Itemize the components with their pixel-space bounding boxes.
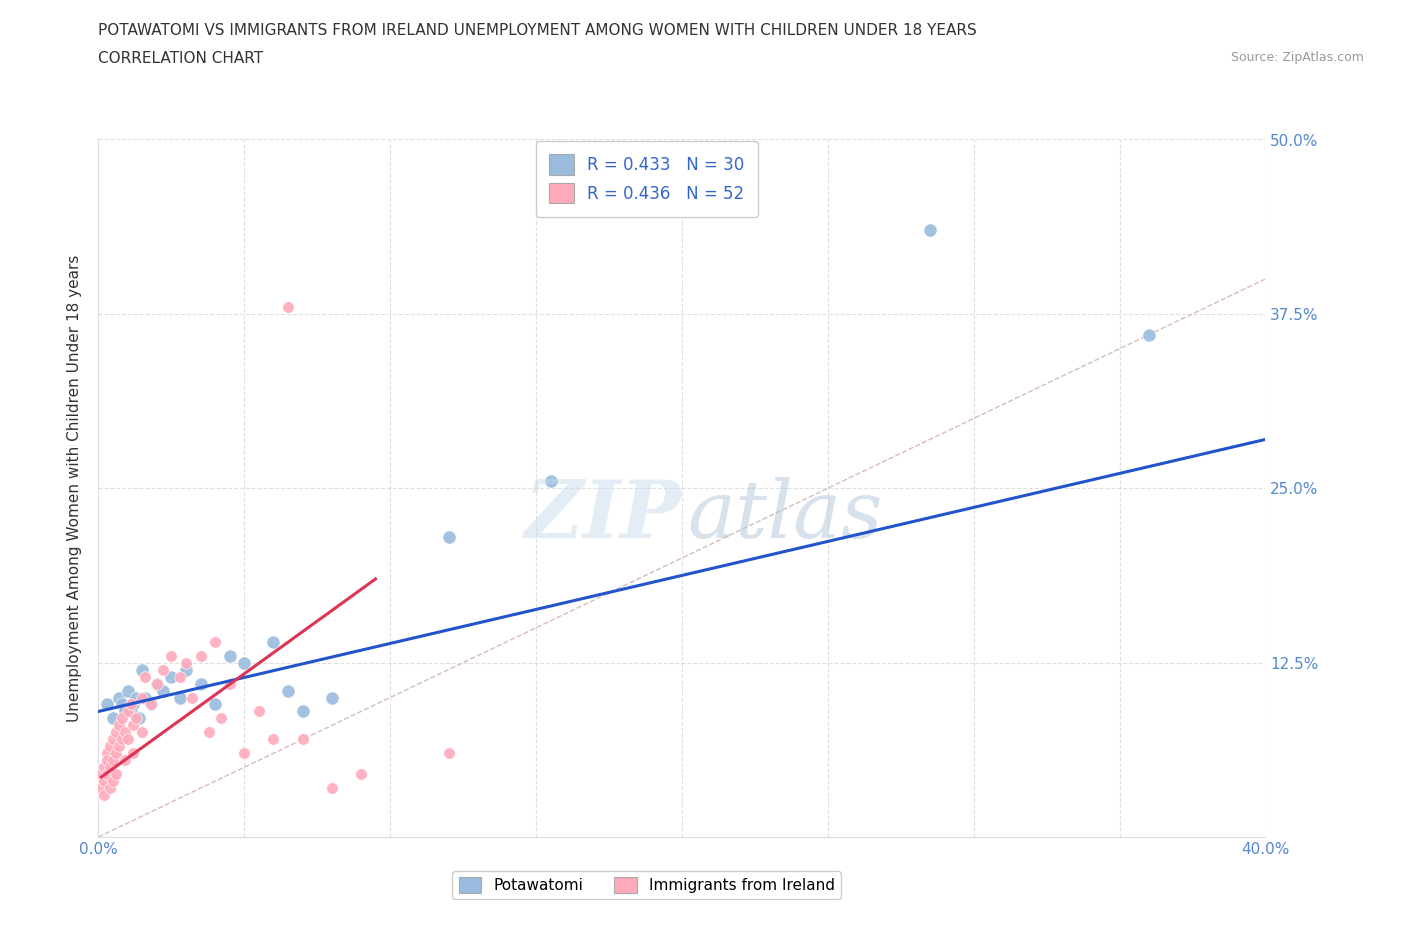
Point — [96, 746, 118, 761]
Point — [174, 656, 197, 671]
Y-axis label: Unemployment Among Women with Children Under 18 years: Unemployment Among Women with Children U… — [67, 255, 83, 722]
Point — [169, 690, 191, 705]
Point — [131, 690, 153, 705]
Point — [114, 753, 136, 768]
Point — [117, 704, 139, 719]
Point — [108, 738, 131, 753]
Point — [190, 676, 212, 691]
Point — [104, 746, 127, 761]
Point — [160, 648, 183, 663]
Point — [174, 662, 197, 677]
Point — [131, 662, 153, 677]
Point — [98, 760, 121, 775]
Point — [437, 530, 460, 545]
Point — [321, 690, 343, 705]
Point — [152, 662, 174, 677]
Text: POTAWATOMI VS IMMIGRANTS FROM IRELAND UNEMPLOYMENT AMONG WOMEN WITH CHILDREN UND: POTAWATOMI VS IMMIGRANTS FROM IRELAND UN… — [98, 23, 977, 38]
Point — [111, 732, 134, 747]
Point — [125, 690, 148, 705]
Point — [111, 698, 134, 712]
Point — [321, 781, 343, 796]
Point — [134, 690, 156, 705]
Point — [146, 676, 169, 691]
Point — [98, 738, 121, 753]
Point — [101, 753, 124, 768]
Point — [291, 732, 314, 747]
Point — [128, 711, 150, 725]
Point — [114, 704, 136, 719]
Point — [114, 725, 136, 740]
Point — [120, 704, 142, 719]
Point — [247, 704, 270, 719]
Point — [918, 223, 941, 238]
Point — [101, 774, 124, 789]
Point — [204, 698, 226, 712]
Point — [190, 648, 212, 663]
Point — [437, 746, 460, 761]
Point — [104, 766, 127, 781]
Point — [218, 648, 240, 663]
Point — [122, 746, 145, 761]
Point — [125, 711, 148, 725]
Point — [117, 732, 139, 747]
Point — [139, 698, 162, 712]
Text: CORRELATION CHART: CORRELATION CHART — [98, 51, 263, 66]
Point — [122, 698, 145, 712]
Point — [122, 718, 145, 733]
Text: atlas: atlas — [688, 477, 883, 555]
Point — [108, 718, 131, 733]
Point — [233, 746, 256, 761]
Point — [101, 732, 124, 747]
Point — [104, 725, 127, 740]
Point — [98, 781, 121, 796]
Point — [93, 774, 115, 789]
Point — [233, 656, 256, 671]
Point — [160, 670, 183, 684]
Point — [117, 683, 139, 698]
Point — [90, 781, 112, 796]
Point — [277, 299, 299, 314]
Point — [134, 670, 156, 684]
Point — [108, 690, 131, 705]
Point — [262, 732, 284, 747]
Point — [146, 676, 169, 691]
Point — [96, 753, 118, 768]
Point — [93, 760, 115, 775]
Point — [111, 711, 134, 725]
Point — [218, 676, 240, 691]
Point — [139, 698, 162, 712]
Point — [96, 766, 118, 781]
Point — [198, 725, 221, 740]
Point — [101, 711, 124, 725]
Point — [169, 670, 191, 684]
Point — [152, 683, 174, 698]
Text: Source: ZipAtlas.com: Source: ZipAtlas.com — [1230, 51, 1364, 64]
Point — [96, 698, 118, 712]
Point — [350, 766, 373, 781]
Text: ZIP: ZIP — [524, 477, 682, 555]
Point — [120, 698, 142, 712]
Point — [291, 704, 314, 719]
Point — [131, 725, 153, 740]
Legend: Potawatomi, Immigrants from Ireland: Potawatomi, Immigrants from Ireland — [453, 870, 841, 899]
Point — [262, 634, 284, 649]
Point — [1137, 327, 1160, 342]
Point — [209, 711, 232, 725]
Point — [277, 683, 299, 698]
Point — [90, 766, 112, 781]
Point — [93, 788, 115, 803]
Point — [540, 474, 562, 489]
Point — [180, 690, 202, 705]
Point — [204, 634, 226, 649]
